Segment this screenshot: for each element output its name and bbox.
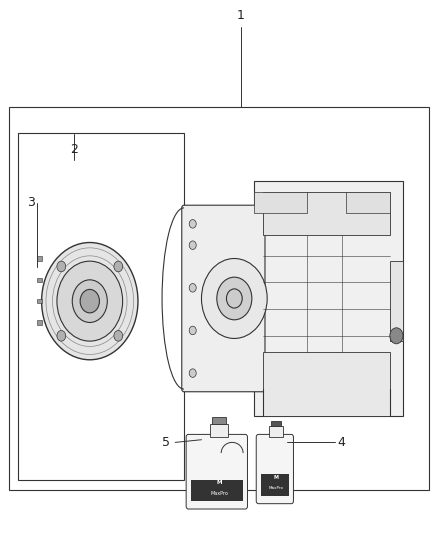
- Circle shape: [189, 369, 196, 377]
- Bar: [254, 192, 307, 213]
- Circle shape: [226, 289, 242, 308]
- Circle shape: [189, 284, 196, 292]
- Circle shape: [217, 277, 252, 320]
- Bar: [37, 278, 42, 282]
- Bar: [37, 256, 42, 261]
- Bar: [37, 299, 42, 303]
- Text: 3: 3: [27, 196, 35, 209]
- Bar: [390, 261, 403, 341]
- Circle shape: [57, 330, 66, 341]
- Circle shape: [72, 280, 107, 322]
- Bar: [18, 133, 184, 480]
- Text: 5: 5: [162, 436, 170, 449]
- Circle shape: [42, 243, 138, 360]
- Text: 4: 4: [338, 436, 346, 449]
- Bar: [261, 474, 289, 496]
- Bar: [254, 181, 403, 416]
- Circle shape: [201, 259, 267, 338]
- Circle shape: [189, 220, 196, 228]
- Text: 2: 2: [71, 143, 78, 156]
- Bar: [271, 421, 281, 426]
- Bar: [346, 192, 390, 213]
- Text: M: M: [216, 480, 222, 485]
- FancyBboxPatch shape: [186, 434, 247, 509]
- Bar: [191, 480, 243, 501]
- Text: 1: 1: [237, 10, 245, 22]
- Bar: [212, 417, 226, 424]
- Bar: [269, 426, 283, 437]
- Bar: [210, 424, 228, 437]
- Bar: [263, 192, 390, 235]
- Circle shape: [189, 241, 196, 249]
- FancyBboxPatch shape: [256, 434, 293, 504]
- Circle shape: [80, 289, 99, 313]
- Bar: [37, 320, 42, 325]
- Circle shape: [114, 330, 123, 341]
- FancyBboxPatch shape: [182, 205, 265, 392]
- Circle shape: [57, 261, 66, 272]
- Circle shape: [114, 261, 123, 272]
- Text: M: M: [273, 475, 279, 480]
- Circle shape: [390, 328, 403, 344]
- Text: MaxPro: MaxPro: [268, 486, 283, 490]
- Text: MaxPro: MaxPro: [210, 491, 228, 496]
- Bar: [263, 352, 390, 416]
- Bar: [9, 107, 429, 490]
- Circle shape: [189, 326, 196, 335]
- Circle shape: [57, 261, 123, 341]
